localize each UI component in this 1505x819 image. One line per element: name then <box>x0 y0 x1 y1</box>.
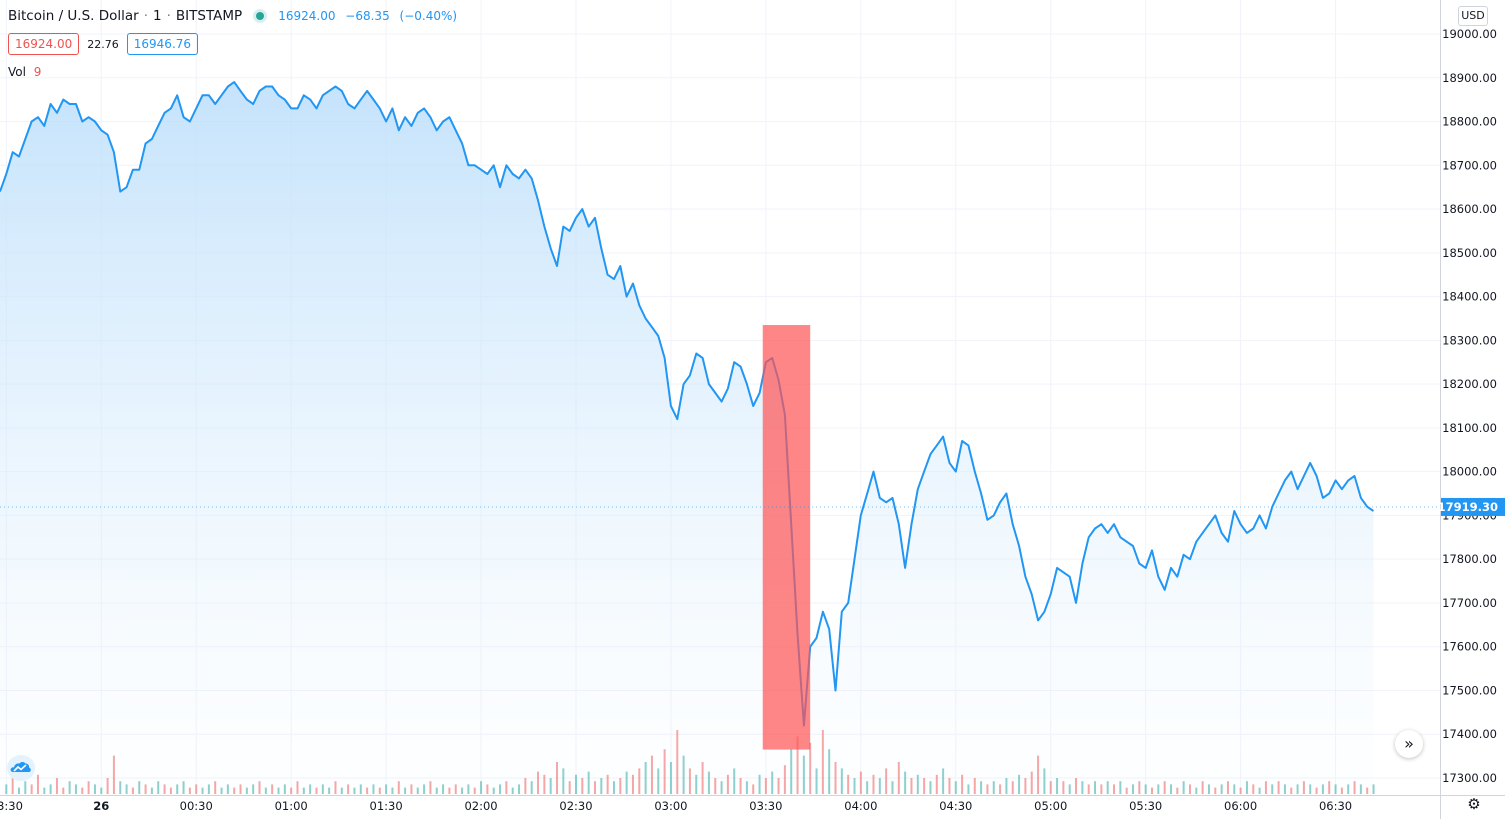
gear-icon: ⚙ <box>1467 795 1481 813</box>
symbol-legend: Bitcoin / U.S. Dollar · 1 · BITSTAMP 169… <box>8 6 463 26</box>
ask-button[interactable]: 16946.76 <box>126 33 199 55</box>
interval-label[interactable]: 1 <box>153 8 162 24</box>
x-tick-label: 23:30 <box>0 799 23 813</box>
x-tick-label: 05:00 <box>1034 799 1067 813</box>
y-tick-label: 17400.00 <box>1442 727 1497 741</box>
market-open-icon <box>256 12 265 20</box>
last-price: 16924.00 <box>278 9 336 23</box>
x-tick-label: 03:00 <box>654 799 687 813</box>
x-tick-label: 03:30 <box>749 799 782 813</box>
y-tick-label: 17500.00 <box>1442 683 1497 697</box>
price-area <box>0 82 1374 796</box>
scroll-to-realtime-button[interactable]: » <box>1395 730 1423 758</box>
change-percent: (−0.40%) <box>399 9 458 23</box>
y-tick-label: 17700.00 <box>1442 596 1497 610</box>
y-tick-label: 18800.00 <box>1442 115 1497 129</box>
price-area-fill <box>0 82 1374 796</box>
x-tick-label: 06:00 <box>1224 799 1257 813</box>
x-tick-label: 00:30 <box>180 799 213 813</box>
y-tick-label: 17600.00 <box>1442 640 1497 654</box>
change-value: −68.35 <box>345 9 390 23</box>
currency-button[interactable]: USD <box>1458 6 1488 26</box>
current-price-label: 17919.30 <box>1438 500 1498 514</box>
volume-value: 9 <box>33 65 42 79</box>
y-tick-label: 18700.00 <box>1442 158 1497 172</box>
price-line <box>0 81 1375 727</box>
price-axis-panel <box>1440 0 1505 819</box>
y-tick-label: 19000.00 <box>1442 27 1497 41</box>
y-tick-label: 17300.00 <box>1442 771 1497 785</box>
quote-row: 16924.00 22.76 16946.76 <box>8 33 199 55</box>
tradingview-cloud-icon <box>10 762 31 772</box>
price-change-info: 16924.00 −68.35 (−0.40%) <box>278 9 463 23</box>
x-tick-label: 06:30 <box>1319 799 1352 813</box>
x-tick-label: 02:30 <box>559 799 592 813</box>
volume-label: Vol <box>8 65 26 79</box>
symbol-title[interactable]: Bitcoin / U.S. Dollar <box>8 8 139 24</box>
separator: · <box>166 8 171 24</box>
y-tick-label: 17800.00 <box>1442 552 1497 566</box>
y-tick-label: 18100.00 <box>1442 421 1497 435</box>
x-tick-label: 04:00 <box>844 799 877 813</box>
highlight-rectangle <box>762 325 811 750</box>
x-tick-label: 26 <box>93 799 109 813</box>
price-series-line <box>0 81 1375 727</box>
volume-bar <box>1372 784 1375 794</box>
y-tick-label: 18600.00 <box>1442 202 1497 216</box>
separator: · <box>143 8 149 24</box>
current-price-badge <box>1441 497 1505 516</box>
x-tick-label: 01:00 <box>275 799 308 813</box>
y-tick-label: 18000.00 <box>1442 465 1497 479</box>
y-tick-label: 18500.00 <box>1442 246 1497 260</box>
tradingview-logo[interactable] <box>7 755 35 781</box>
x-tick-label: 02:00 <box>464 799 497 813</box>
y-tick-label: 18400.00 <box>1442 290 1497 304</box>
bid-button[interactable]: 16924.00 <box>8 33 80 55</box>
x-tick-label: 01:30 <box>370 799 403 813</box>
highlight-region <box>762 325 811 750</box>
y-tick-label: 18200.00 <box>1442 377 1497 391</box>
spread-value: 22.76 <box>87 37 119 51</box>
double-chevron-right-icon: » <box>1404 734 1414 753</box>
x-tick-label: 04:30 <box>939 799 972 813</box>
exchange-label: BITSTAMP <box>175 8 243 24</box>
settings-button[interactable]: ⚙ <box>1466 796 1482 812</box>
volume-legend[interactable]: Vol 9 <box>8 65 41 79</box>
x-tick-label: 05:30 <box>1129 799 1162 813</box>
y-tick-label: 18900.00 <box>1442 71 1497 85</box>
y-tick-label: 18300.00 <box>1442 333 1497 347</box>
